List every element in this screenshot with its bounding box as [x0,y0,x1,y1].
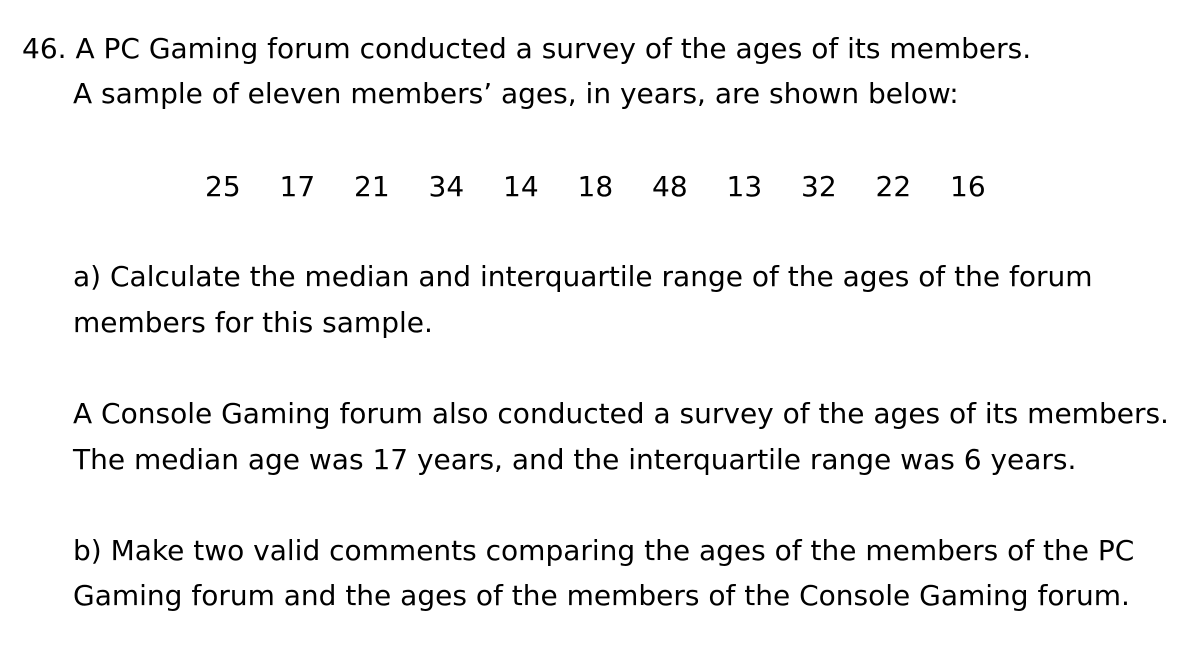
part-a-line-1: a) Calculate the median and interquartil… [73,254,1093,300]
console-info-line-2: The median age was 17 years, and the int… [73,437,1076,483]
intro-text-line-1: A PC Gaming forum conducted a survey of … [75,32,1031,65]
age-value: 21 [354,164,429,210]
age-value: 34 [429,164,504,210]
console-info-line-1: A Console Gaming forum also conducted a … [73,391,1169,437]
question-number: 46. [22,32,67,65]
age-value: 13 [727,164,802,210]
part-b-line-1: b) Make two valid comments comparing the… [73,528,1134,574]
age-value: 14 [503,164,578,210]
age-value: 18 [578,164,653,210]
age-value: 16 [950,164,1025,210]
age-value: 32 [801,164,876,210]
age-value: 17 [280,164,355,210]
part-a-line-2: members for this sample. [73,300,433,346]
age-value: 22 [876,164,951,210]
age-value: 48 [652,164,727,210]
question-header: 46. A PC Gaming forum conducted a survey… [22,26,1031,72]
ages-data-row: 25 17 21 34 14 18 48 13 32 22 16 [205,164,1025,210]
intro-text-line-2: A sample of eleven members’ ages, in yea… [73,71,959,117]
part-b-line-2: Gaming forum and the ages of the members… [73,573,1130,619]
age-value: 25 [205,164,280,210]
